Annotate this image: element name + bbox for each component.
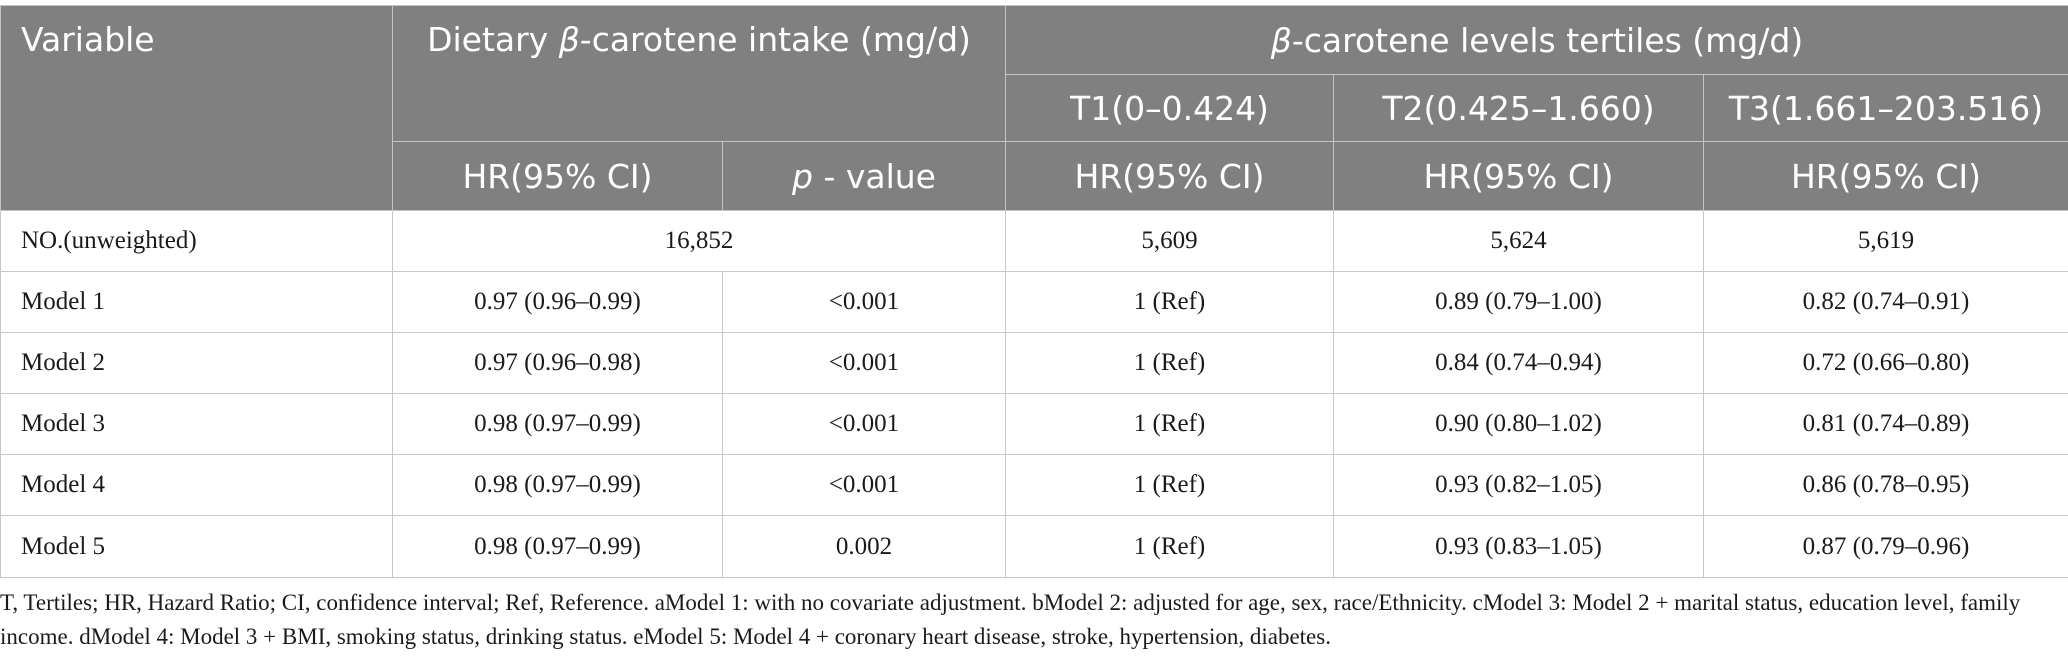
table-header: Variable Dietary β-carotene intake (mg/d… <box>0 5 2068 211</box>
header-t3-hr: HR(95% CI) <box>1703 141 2068 211</box>
header-tertiles-suffix: -carotene levels tertiles (mg/d) <box>1291 20 1804 60</box>
intake-hr-cell: 0.98 (0.97–0.99) <box>392 393 723 455</box>
count-label: NO.(unweighted) <box>0 210 393 272</box>
t3-hr-cell: 0.82 (0.74–0.91) <box>1703 271 2068 333</box>
t2-hr-cell: 0.93 (0.82–1.05) <box>1333 454 1704 516</box>
header-t2: T2(0.425–1.660) <box>1333 74 1704 142</box>
p-value-cell: 0.002 <box>722 515 1006 578</box>
header-intake-beta: β <box>558 20 580 59</box>
header-t1: T1(0–0.424) <box>1005 74 1334 142</box>
t3-hr-cell: 0.86 (0.78–0.95) <box>1703 454 2068 516</box>
count-intake: 16,852 <box>392 210 1006 272</box>
model-label: Model 4 <box>0 454 393 516</box>
t2-hr-cell: 0.84 (0.74–0.94) <box>1333 332 1704 394</box>
header-p-rest: - value <box>823 156 936 196</box>
header-p-italic: p <box>792 156 813 196</box>
t1-hr-cell: 1 (Ref) <box>1005 271 1334 333</box>
model-label: Model 5 <box>0 515 393 578</box>
header-intake-suffix: -carotene intake (mg/d) <box>579 20 971 59</box>
t3-hr-cell: 0.87 (0.79–0.96) <box>1703 515 2068 578</box>
results-table: Variable Dietary β-carotene intake (mg/d… <box>0 5 2068 578</box>
table-footnote: T, Tertiles; HR, Hazard Ratio; CI, confi… <box>0 590 2021 649</box>
intake-hr-cell: 0.98 (0.97–0.99) <box>392 515 723 578</box>
table-row: Model 1 0.97 (0.96–0.99) <0.001 1 (Ref) … <box>0 271 2068 333</box>
t2-hr-cell: 0.93 (0.83–1.05) <box>1333 515 1704 578</box>
t1-hr-cell: 1 (Ref) <box>1005 515 1334 578</box>
t2-hr-cell: 0.89 (0.79–1.00) <box>1333 271 1704 333</box>
header-tertiles: β-carotene levels tertiles (mg/d) <box>1005 5 2068 75</box>
header-t2-hr: HR(95% CI) <box>1333 141 1704 211</box>
t3-hr-cell: 0.72 (0.66–0.80) <box>1703 332 2068 394</box>
t1-hr-cell: 1 (Ref) <box>1005 454 1334 516</box>
header-intake-hr: HR(95% CI) <box>392 141 723 211</box>
model-label: Model 1 <box>0 271 393 333</box>
table-row: Model 3 0.98 (0.97–0.99) <0.001 1 (Ref) … <box>0 393 2068 455</box>
header-dietary-intake: Dietary β-carotene intake (mg/d) <box>392 5 1006 142</box>
count-t3: 5,619 <box>1703 210 2068 272</box>
table-row: Model 4 0.98 (0.97–0.99) <0.001 1 (Ref) … <box>0 454 2068 516</box>
model-label: Model 2 <box>0 332 393 394</box>
header-p-value: p - value <box>722 141 1006 211</box>
intake-hr-cell: 0.97 (0.96–0.99) <box>392 271 723 333</box>
t1-hr-cell: 1 (Ref) <box>1005 332 1334 394</box>
intake-hr-cell: 0.98 (0.97–0.99) <box>392 454 723 516</box>
model-label: Model 3 <box>0 393 393 455</box>
t1-hr-cell: 1 (Ref) <box>1005 393 1334 455</box>
header-tertiles-beta: β <box>1270 20 1292 60</box>
table-row: Model 5 0.98 (0.97–0.99) 0.002 1 (Ref) 0… <box>0 515 2068 578</box>
t3-hr-cell: 0.81 (0.74–0.89) <box>1703 393 2068 455</box>
count-t2: 5,624 <box>1333 210 1704 272</box>
t2-hr-cell: 0.90 (0.80–1.02) <box>1333 393 1704 455</box>
header-t1-hr: HR(95% CI) <box>1005 141 1334 211</box>
p-value-cell: <0.001 <box>722 393 1006 455</box>
count-t1: 5,609 <box>1005 210 1334 272</box>
table-row: Model 2 0.97 (0.96–0.98) <0.001 1 (Ref) … <box>0 332 2068 394</box>
p-value-cell: <0.001 <box>722 332 1006 394</box>
header-intake-prefix: Dietary <box>427 20 559 59</box>
table-row-count: NO.(unweighted) 16,852 5,609 5,624 5,619 <box>0 210 2068 272</box>
header-variable: Variable <box>0 5 393 211</box>
intake-hr-cell: 0.97 (0.96–0.98) <box>392 332 723 394</box>
table-body: NO.(unweighted) 16,852 5,609 5,624 5,619… <box>0 210 2068 578</box>
p-value-cell: <0.001 <box>722 454 1006 516</box>
header-t3: T3(1.661–203.516) <box>1703 74 2068 142</box>
p-value-cell: <0.001 <box>722 271 1006 333</box>
